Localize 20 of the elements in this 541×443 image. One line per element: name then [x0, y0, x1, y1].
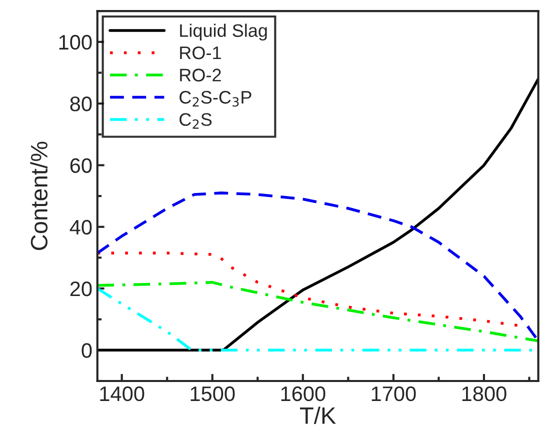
x-tick-label: 1400: [100, 386, 144, 402]
y-tick-label: 0: [82, 343, 92, 358]
legend-label: RO-2: [180, 68, 221, 82]
x-tick-label: 1600: [281, 386, 326, 402]
y-axis-title: Content/%: [30, 142, 48, 250]
x-tick-label: 1700: [372, 386, 416, 402]
line-series: [97, 252, 531, 328]
y-tick-label: 40: [70, 220, 92, 235]
legend-label: RO-1: [180, 46, 221, 60]
legend-label: C$_{2}$S: [180, 113, 212, 129]
y-tick-label: 80: [70, 96, 92, 112]
x-axis-title: T/K: [300, 406, 336, 424]
legend-label: Liquid Slag: [180, 24, 267, 41]
x-tick-label: 1800: [462, 386, 506, 402]
x-tick-label: 1500: [190, 386, 235, 402]
legend-label: C$_{2}$S-C$_{3}$P: [180, 90, 252, 107]
y-tick-label: 60: [70, 158, 92, 173]
y-tick-label: 20: [70, 282, 92, 296]
line-series: [97, 280, 538, 342]
y-tick-label: 100: [59, 34, 92, 50]
